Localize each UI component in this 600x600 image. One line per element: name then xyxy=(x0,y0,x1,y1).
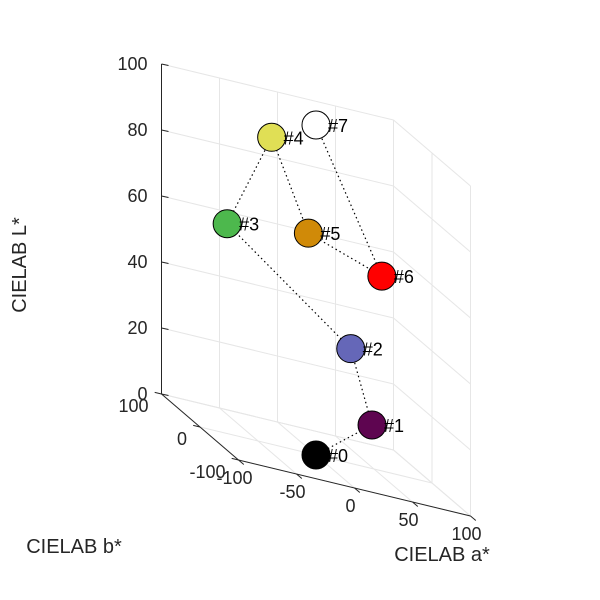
side-wall-grid-l xyxy=(393,449,471,517)
point-label-0: #0 xyxy=(328,446,348,466)
path-segment xyxy=(271,137,309,234)
b-tick xyxy=(193,424,201,428)
l-tick xyxy=(161,129,169,132)
l-tick-label: 0 xyxy=(137,384,147,404)
a-tick-label: 0 xyxy=(345,496,355,516)
point-marker-6 xyxy=(367,261,397,291)
path-segment xyxy=(315,424,373,456)
b-tick-label: 100 xyxy=(118,396,148,416)
b-tick xyxy=(154,391,162,395)
l-tick xyxy=(161,327,169,330)
l-tick-label: 20 xyxy=(127,318,147,338)
a-tick xyxy=(470,515,477,521)
l-tick xyxy=(161,261,169,264)
a-tick xyxy=(296,473,303,479)
path-segment xyxy=(226,137,273,224)
a-tick-label: 100 xyxy=(451,524,481,544)
l-tick-label: 40 xyxy=(127,252,147,272)
l-tick xyxy=(161,195,169,198)
back-wall-grid-l xyxy=(161,195,394,253)
point-marker-1 xyxy=(357,410,387,440)
point-label-3: #3 xyxy=(239,215,259,235)
a-axis-label: CIELAB a* xyxy=(394,544,490,566)
l-tick-label: 80 xyxy=(127,120,147,140)
point-marker-2 xyxy=(336,334,366,364)
b-tick xyxy=(231,457,239,461)
point-marker-5 xyxy=(293,218,323,248)
side-wall-grid-l xyxy=(393,317,471,385)
a-tick-label: -50 xyxy=(279,482,305,502)
a-tick-label: -100 xyxy=(216,468,252,488)
back-wall-grid-l xyxy=(161,327,394,385)
connecting-path xyxy=(226,124,383,456)
point-marker-4 xyxy=(257,122,287,152)
l-axis-label: CIELAB L* xyxy=(9,217,31,313)
side-wall-grid-l xyxy=(393,383,471,451)
data-points: #0 #1 #2 #3 #4 #5 #6 #7 xyxy=(212,110,414,470)
side-wall-grid-l xyxy=(393,251,471,319)
a-tick-label: 50 xyxy=(398,510,418,530)
back-wall-grid-l xyxy=(161,393,394,451)
a-tick xyxy=(354,487,361,493)
point-label-4: #4 xyxy=(284,128,304,148)
l-tick xyxy=(161,63,169,66)
back-wall-grid-l xyxy=(161,63,394,121)
point-label-2: #2 xyxy=(363,340,383,360)
l-tick-label: 100 xyxy=(117,54,147,74)
point-label-5: #5 xyxy=(320,224,340,244)
point-label-1: #1 xyxy=(384,416,404,436)
point-marker-7 xyxy=(301,110,331,140)
back-wall-grid-l xyxy=(161,261,394,319)
axis-layer xyxy=(154,63,477,521)
point-label-6: #6 xyxy=(394,267,414,287)
point-marker-0 xyxy=(301,440,331,470)
path-segment xyxy=(315,124,383,277)
a-tick xyxy=(238,459,245,465)
point-label-7: #7 xyxy=(328,116,348,136)
b-axis-label: CIELAB b* xyxy=(26,536,122,558)
a-tick xyxy=(412,501,419,507)
l-tick-label: 60 xyxy=(127,186,147,206)
side-wall-grid-l xyxy=(393,185,471,253)
point-marker-3 xyxy=(212,209,242,239)
side-wall-grid-l xyxy=(393,119,471,187)
b-tick-label: 0 xyxy=(177,429,187,449)
l-tick xyxy=(161,393,169,396)
b-tick-label: -100 xyxy=(189,462,225,482)
back-wall-grid-l xyxy=(161,129,394,187)
